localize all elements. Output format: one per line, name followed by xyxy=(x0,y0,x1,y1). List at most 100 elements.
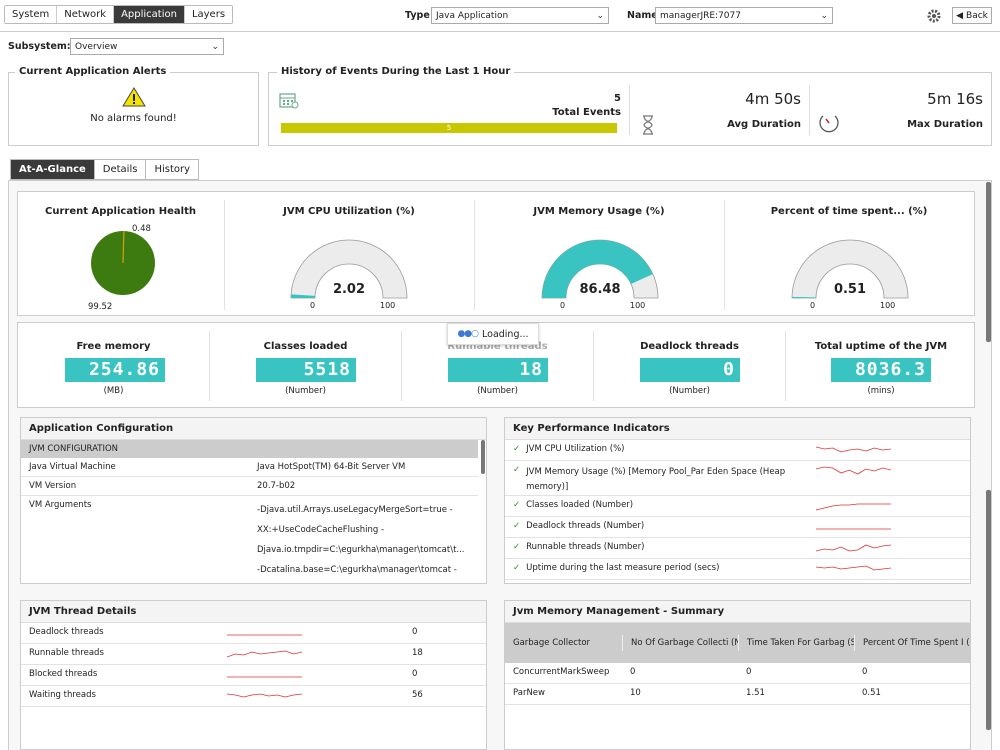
chevron-down-icon: ⌄ xyxy=(596,10,604,21)
sparkline xyxy=(816,565,892,571)
total-events-count: 5 xyxy=(614,93,621,104)
sparkline-path xyxy=(227,650,302,658)
kpi-row[interactable]: ✓ Runnable threads (Number) xyxy=(505,538,970,559)
scrollbar-thumb[interactable] xyxy=(481,440,485,474)
sparkline-path xyxy=(816,446,892,453)
gc-gauge xyxy=(791,239,909,299)
metric-deadlock-threads: Deadlock threads 0 (Number) xyxy=(594,323,785,407)
metric-unit: (MB) xyxy=(103,386,124,396)
total-events-label: Total Events xyxy=(552,107,621,118)
name-select[interactable]: managerJRE:7077 ⌄ xyxy=(655,7,833,24)
table-cell: 0 xyxy=(862,667,868,677)
metric-title: Runnable threads xyxy=(447,341,548,352)
table-header: Garbage Collector No Of Garbage Collecti… xyxy=(505,623,970,663)
gauge-track xyxy=(791,239,909,299)
tab-details[interactable]: Details xyxy=(94,159,147,180)
health-good-label: 99.52 xyxy=(88,302,113,312)
divider xyxy=(593,331,594,401)
cpu-gauge-max: 100 xyxy=(380,301,396,310)
kpi-panel: Key Performance Indicators ✓ JVM CPU Util… xyxy=(504,417,971,584)
back-arrow-icon: ◀ xyxy=(956,10,964,21)
tab-history[interactable]: History xyxy=(146,159,200,180)
metric-value: 8036.3 xyxy=(831,358,931,382)
divider xyxy=(629,85,630,135)
sparkline xyxy=(816,466,892,475)
divider xyxy=(209,331,210,401)
sparkline xyxy=(816,446,892,453)
kpi-label: JVM Memory Usage (%) [Memory Pool_Par Ed… xyxy=(526,467,786,492)
thread-value: 0 xyxy=(412,627,418,637)
content-tabs: At-A-Glance Details History xyxy=(10,159,200,180)
thread-row: Deadlock threads 0 xyxy=(21,623,486,644)
subsystem-label: Subsystem: xyxy=(8,41,71,52)
nav-tab-network[interactable]: Network xyxy=(57,6,115,23)
divider xyxy=(785,331,786,401)
nav-tab-application[interactable]: Application xyxy=(114,6,185,23)
config-key: VM Arguments xyxy=(29,500,92,510)
sparkline xyxy=(227,693,302,698)
app-config-title: Application Configuration xyxy=(21,418,486,440)
subsystem-select[interactable]: Overview ⌄ xyxy=(70,38,224,55)
calendar-icon xyxy=(279,93,299,109)
metric-title: Free memory xyxy=(76,341,151,352)
thread-row: Runnable threads 18 xyxy=(21,644,486,665)
metric-total-uptime: Total uptime of the JVM 8036.3 (mins) xyxy=(786,323,976,407)
nav-tab-system[interactable]: System xyxy=(5,6,58,23)
history-title: History of Events During the Last 1 Hour xyxy=(277,66,515,77)
kpi-label: Uptime during the last measure period (s… xyxy=(526,563,720,573)
events-bar-value: 5 xyxy=(446,124,452,132)
kpi-row[interactable]: ✓ Classes loaded (Number) xyxy=(505,496,970,517)
type-select[interactable]: Java Application ⌄ xyxy=(431,7,609,24)
gc-gauge-value: 0.51 xyxy=(833,282,867,297)
kpi-row[interactable]: ✓ JVM CPU Utilization (%) xyxy=(505,440,970,461)
max-duration-value: 5m 16s xyxy=(927,90,983,108)
check-icon: ✓ xyxy=(513,563,521,573)
gauge-track xyxy=(290,239,408,299)
thread-label: Waiting threads xyxy=(29,690,96,700)
sparkline-path xyxy=(816,466,892,475)
table-cell: ParNew xyxy=(513,688,545,698)
subsystem-value: Overview xyxy=(75,41,118,52)
warning-icon xyxy=(122,87,146,107)
thread-label: Runnable threads xyxy=(29,648,104,658)
sparkline xyxy=(227,676,302,678)
app-config-panel: Application Configuration JVM CONFIGURAT… xyxy=(20,417,487,584)
metrics-panel: Free memory 254.86 (MB) Classes loaded 5… xyxy=(17,322,975,408)
scrollbar-thumb[interactable] xyxy=(986,490,991,730)
gc-gauge-max: 100 xyxy=(880,301,896,310)
events-bar: 5 xyxy=(281,123,617,133)
health-bad-label: 0.48 xyxy=(132,224,151,234)
health-bad-slice xyxy=(122,230,125,264)
kpi-row[interactable]: ✓ Deadlock threads (Number) xyxy=(505,517,970,538)
config-key: Java Virtual Machine xyxy=(29,462,116,472)
kpi-row[interactable]: ✓ JVM Memory Usage (%) [Memory Pool_Par E… xyxy=(505,461,970,496)
mem-gauge-title: JVM Memory Usage (%) xyxy=(533,206,665,217)
divider xyxy=(401,331,402,401)
table-cell: 0 xyxy=(630,667,636,677)
sparkline-path xyxy=(227,693,302,698)
gauge-fill xyxy=(291,294,316,298)
thread-value: 0 xyxy=(412,669,418,679)
no-alarms-message: No alarms found! xyxy=(90,113,177,124)
nav-tab-layers[interactable]: Layers xyxy=(184,6,233,23)
table-row: ParNew 10 1.51 0.51 xyxy=(505,684,970,705)
config-key: VM Version xyxy=(29,481,77,491)
gear-icon[interactable] xyxy=(926,8,942,24)
scrollbar-thumb[interactable] xyxy=(986,182,991,342)
config-value: Java HotSpot(TM) 64-Bit Server VM xyxy=(257,462,406,472)
column-header: No Of Garbage Collecti (Number) xyxy=(622,635,738,651)
sparkline xyxy=(816,528,892,530)
tab-at-a-glance[interactable]: At-A-Glance xyxy=(10,159,95,180)
gc-gauge-title: Percent of time spent... (%) xyxy=(770,206,928,217)
config-row: Java Virtual Machine Java HotSpot(TM) 64-… xyxy=(21,458,478,477)
metric-title: Classes loaded xyxy=(263,341,348,352)
gauge-fill xyxy=(542,240,653,298)
config-value: 20.7-b02 xyxy=(257,481,296,491)
back-button[interactable]: ◀ Back xyxy=(952,7,992,24)
metric-value: 18 xyxy=(448,358,548,382)
thread-label: Deadlock threads xyxy=(29,627,104,637)
gauge-fill xyxy=(792,296,817,298)
max-duration-label: Max Duration xyxy=(907,119,983,130)
kpi-row[interactable]: ✓ Uptime during the last measure period (… xyxy=(505,559,970,580)
sparkline-path xyxy=(816,503,892,511)
